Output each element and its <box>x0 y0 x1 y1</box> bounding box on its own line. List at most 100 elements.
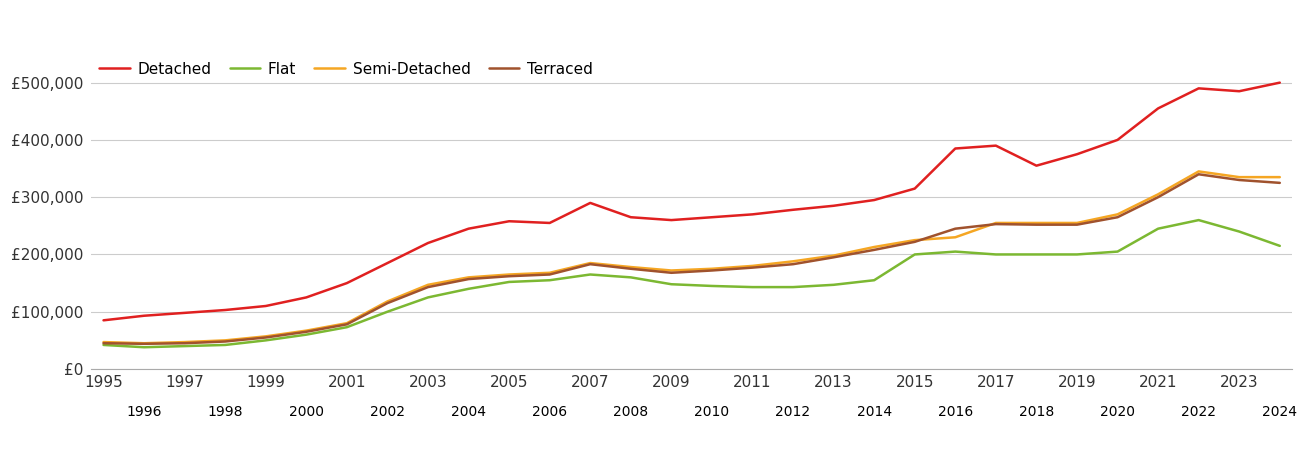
Detached <box>705 215 720 220</box>
Terraced <box>176 341 192 346</box>
Semi-Detached <box>1109 212 1125 217</box>
Terraced <box>461 276 476 282</box>
Semi-Detached <box>258 333 274 339</box>
Semi-Detached <box>907 238 923 243</box>
Terraced <box>582 261 598 267</box>
Semi-Detached <box>461 274 476 280</box>
Flat <box>542 278 557 283</box>
Flat <box>947 249 963 254</box>
Terraced <box>1069 222 1084 227</box>
Semi-Detached <box>380 299 395 304</box>
Terraced <box>136 341 151 346</box>
Terraced <box>420 284 436 290</box>
Detached <box>461 226 476 231</box>
Detached <box>380 261 395 266</box>
Detached <box>663 217 679 223</box>
Detached <box>745 212 761 217</box>
Terraced <box>501 274 517 279</box>
Flat <box>786 284 801 290</box>
Flat <box>95 342 111 348</box>
Flat <box>745 284 761 290</box>
Detached <box>95 318 111 323</box>
Semi-Detached <box>1069 220 1084 225</box>
Flat <box>380 309 395 315</box>
Terraced <box>663 270 679 275</box>
Flat <box>907 252 923 257</box>
Detached <box>1232 89 1248 94</box>
Terraced <box>1232 177 1248 183</box>
Semi-Detached <box>95 339 111 345</box>
Detached <box>339 280 355 286</box>
Flat <box>501 279 517 285</box>
Semi-Detached <box>622 264 638 270</box>
Flat <box>258 338 274 343</box>
Semi-Detached <box>1150 192 1165 197</box>
Flat <box>705 283 720 288</box>
Flat <box>1150 226 1165 231</box>
Flat <box>663 282 679 287</box>
Terraced <box>988 221 1004 227</box>
Terraced <box>867 247 882 252</box>
Semi-Detached <box>582 261 598 266</box>
Semi-Detached <box>218 338 234 343</box>
Flat <box>136 345 151 350</box>
Line: Flat: Flat <box>103 220 1280 347</box>
Terraced <box>339 322 355 327</box>
Line: Terraced: Terraced <box>103 174 1280 344</box>
Semi-Detached <box>826 253 842 258</box>
Detached <box>582 200 598 206</box>
Detached <box>542 220 557 225</box>
Detached <box>826 203 842 208</box>
Terraced <box>622 266 638 271</box>
Detached <box>1069 152 1084 157</box>
Terraced <box>947 226 963 231</box>
Flat <box>176 343 192 349</box>
Flat <box>1069 252 1084 257</box>
Terraced <box>907 239 923 244</box>
Detached <box>258 303 274 309</box>
Terraced <box>1028 222 1044 227</box>
Semi-Detached <box>339 320 355 326</box>
Flat <box>1109 249 1125 254</box>
Detached <box>1272 80 1288 86</box>
Detached <box>867 198 882 203</box>
Semi-Detached <box>786 259 801 264</box>
Flat <box>1028 252 1044 257</box>
Terraced <box>745 265 761 270</box>
Semi-Detached <box>501 272 517 277</box>
Flat <box>339 324 355 330</box>
Detached <box>907 186 923 191</box>
Detached <box>1028 163 1044 168</box>
Terraced <box>380 301 395 306</box>
Semi-Detached <box>542 270 557 275</box>
Detached <box>947 146 963 151</box>
Detached <box>299 295 315 300</box>
Detached <box>176 310 192 315</box>
Flat <box>1272 243 1288 248</box>
Flat <box>218 342 234 348</box>
Terraced <box>1191 171 1207 177</box>
Semi-Detached <box>136 341 151 346</box>
Terraced <box>218 339 234 344</box>
Terraced <box>542 272 557 277</box>
Semi-Detached <box>663 268 679 273</box>
Detached <box>786 207 801 212</box>
Semi-Detached <box>705 266 720 271</box>
Terraced <box>1272 180 1288 185</box>
Flat <box>622 274 638 280</box>
Semi-Detached <box>947 234 963 240</box>
Detached <box>218 307 234 313</box>
Detached <box>622 215 638 220</box>
Semi-Detached <box>1191 169 1207 174</box>
Terraced <box>705 268 720 273</box>
Flat <box>867 278 882 283</box>
Terraced <box>258 335 274 340</box>
Semi-Detached <box>1232 175 1248 180</box>
Detached <box>1109 137 1125 143</box>
Detached <box>1191 86 1207 91</box>
Detached <box>136 313 151 319</box>
Detached <box>420 240 436 246</box>
Line: Detached: Detached <box>103 83 1280 320</box>
Semi-Detached <box>1028 220 1044 225</box>
Semi-Detached <box>176 339 192 345</box>
